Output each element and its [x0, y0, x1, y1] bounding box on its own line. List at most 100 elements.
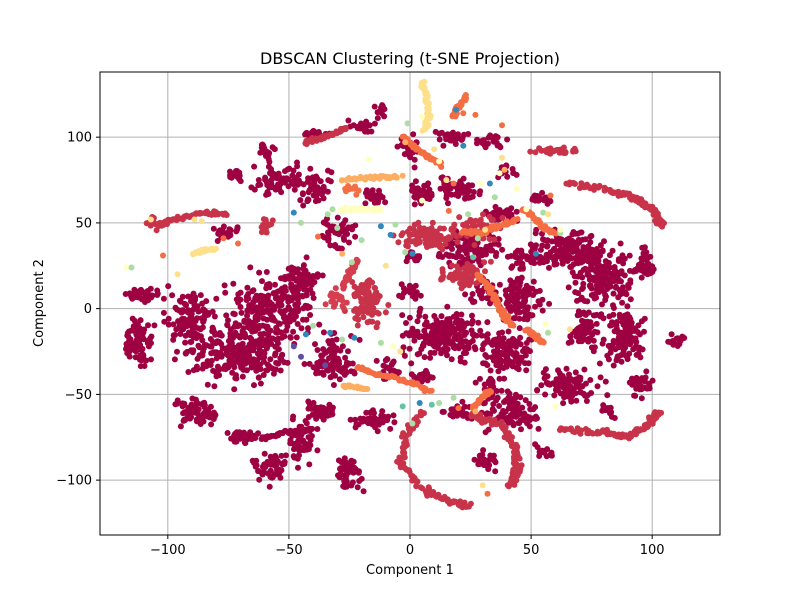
scatter-point: [264, 361, 271, 368]
scatter-point: [354, 258, 361, 264]
scatter-point: [246, 302, 253, 309]
scatter-point: [410, 285, 416, 292]
scatter-point: [313, 193, 320, 200]
scatter-point: [411, 164, 418, 171]
scatter-point: [199, 300, 206, 307]
scatter-point: [409, 477, 416, 484]
scatter-point: [384, 356, 391, 363]
scatter-point: [365, 122, 372, 129]
scatter-point: [553, 147, 560, 153]
scatter-point: [306, 360, 313, 367]
scatter-point: [200, 306, 207, 313]
scatter-point: [364, 278, 371, 285]
scatter-point: [342, 217, 349, 224]
scatter-point: [551, 392, 558, 399]
scatter-point: [543, 255, 550, 262]
scatter-point: [427, 354, 434, 361]
scatter-point: [160, 295, 167, 302]
scatter-point: [365, 156, 372, 163]
scatter-point: [596, 360, 603, 367]
scatter-point: [628, 334, 635, 341]
scatter-point: [539, 307, 546, 314]
scatter-point: [482, 268, 488, 275]
scatter-point: [627, 296, 634, 303]
scatter-point: [589, 430, 596, 437]
scatter-point: [512, 307, 519, 314]
scatter-point: [584, 258, 591, 265]
scatter-point: [269, 316, 275, 323]
scatter-point: [309, 290, 316, 297]
scatter-point: [572, 369, 579, 376]
scatter-point: [346, 239, 352, 246]
scatter-point: [264, 189, 271, 195]
scatter-point: [400, 285, 407, 292]
scatter-point: [170, 321, 177, 328]
scatter-point: [329, 206, 336, 213]
scatter-point: [499, 329, 506, 336]
scatter-point: [332, 285, 339, 292]
scatter-point: [290, 167, 297, 174]
scatter-point: [304, 178, 311, 185]
scatter-point: [518, 250, 525, 257]
scatter-point: [486, 236, 493, 243]
scatter-point: [401, 444, 408, 451]
scatter-point: [347, 416, 354, 423]
scatter-point: [571, 180, 578, 187]
scatter-point: [556, 370, 563, 377]
scatter-point: [604, 392, 611, 399]
scatter-point: [191, 216, 198, 223]
scatter-point: [257, 331, 264, 338]
scatter-point: [210, 339, 217, 346]
scatter-point: [566, 326, 573, 333]
scatter-point: [208, 357, 215, 364]
scatter-point: [469, 291, 476, 297]
scatter-point: [417, 333, 424, 340]
scatter-point: [288, 284, 295, 291]
scatter-point: [426, 186, 433, 193]
scatter-point: [409, 250, 416, 257]
scatter-point: [177, 331, 184, 337]
scatter-point: [518, 426, 524, 433]
scatter-point: [457, 354, 464, 361]
scatter-point: [315, 233, 321, 240]
scatter-point: [496, 375, 503, 382]
scatter-point: [495, 241, 502, 248]
scatter-point: [278, 189, 285, 196]
scatter-point: [341, 236, 348, 243]
scatter-point: [448, 356, 455, 363]
scatter-point: [521, 410, 528, 417]
scatter-point: [273, 359, 280, 366]
scatter-point: [618, 352, 625, 358]
scatter-point: [599, 407, 606, 414]
scatter-point: [587, 336, 594, 342]
scatter-point: [314, 347, 321, 353]
scatter-point: [426, 340, 433, 347]
scatter-point: [149, 292, 156, 299]
scatter-point: [272, 462, 279, 469]
scatter-point: [649, 377, 656, 384]
scatter-point: [264, 296, 271, 303]
scatter-point: [305, 414, 312, 420]
scatter-point: [205, 311, 212, 318]
scatter-point: [569, 240, 576, 247]
scatter-point: [450, 394, 457, 401]
scatter-point: [619, 318, 626, 325]
scatter-point: [397, 348, 404, 355]
scatter-point: [259, 293, 266, 300]
scatter-point: [281, 313, 288, 320]
scatter-point: [457, 327, 464, 333]
scatter-point: [418, 346, 425, 353]
scatter-point: [368, 195, 375, 202]
scatter-point: [515, 276, 522, 283]
scatter-point: [479, 346, 486, 353]
scatter-point: [458, 338, 465, 345]
scatter-point: [467, 500, 474, 507]
scatter-point: [546, 264, 552, 271]
scatter-point: [373, 324, 380, 331]
scatter-point: [356, 336, 363, 343]
scatter-point: [508, 405, 515, 412]
scatter-point: [628, 319, 635, 326]
scatter-point: [142, 293, 149, 300]
scatter-point: [462, 291, 469, 298]
scatter-point: [409, 187, 415, 194]
